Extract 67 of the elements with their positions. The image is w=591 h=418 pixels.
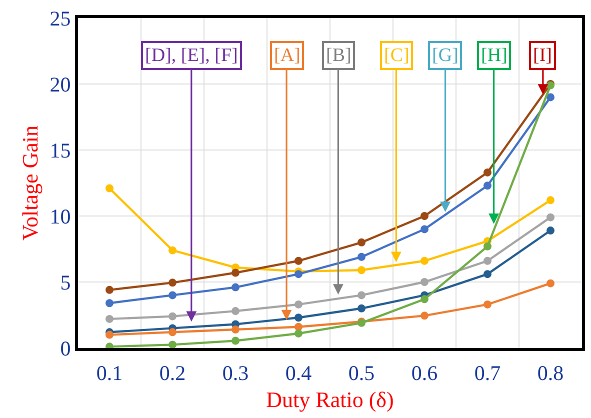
point xyxy=(232,283,240,292)
point xyxy=(546,279,554,288)
point xyxy=(168,328,176,336)
point xyxy=(232,326,240,334)
x-tick-label: 0.8 xyxy=(537,361,564,386)
annotation: [A] xyxy=(274,45,300,66)
point xyxy=(168,246,176,254)
point xyxy=(358,238,366,246)
point xyxy=(420,225,428,234)
point xyxy=(484,182,492,190)
x-tick-label: 0.3 xyxy=(222,361,249,386)
point xyxy=(232,268,240,277)
point xyxy=(420,278,428,286)
x-tick-label: 0.6 xyxy=(411,361,438,386)
point xyxy=(546,93,554,102)
point xyxy=(106,330,114,339)
point xyxy=(106,299,114,308)
point xyxy=(484,168,492,176)
point xyxy=(294,322,302,331)
point xyxy=(294,270,302,278)
y-tick-label: 5 xyxy=(60,270,71,294)
point xyxy=(484,300,492,308)
y-tick-label: 15 xyxy=(50,138,71,162)
point xyxy=(420,295,428,304)
point xyxy=(106,314,114,323)
point xyxy=(168,312,176,320)
point xyxy=(294,314,302,322)
point xyxy=(484,242,492,250)
annotation: [B] xyxy=(326,45,352,66)
y-tick-label: 25 xyxy=(50,6,71,30)
x-axis-title: Duty Ratio (δ) xyxy=(266,387,394,412)
point xyxy=(232,336,240,345)
y-tick-label: 0 xyxy=(60,336,71,360)
point xyxy=(168,278,176,287)
point xyxy=(358,291,366,300)
x-tick-label: 0.7 xyxy=(474,361,501,386)
annotation: [H] xyxy=(481,45,508,66)
point xyxy=(420,312,428,320)
point xyxy=(358,266,366,274)
point xyxy=(294,329,302,338)
annotation: [C] xyxy=(384,45,410,66)
point xyxy=(106,184,114,192)
y-axis-title: Voltage Gain xyxy=(18,125,43,241)
point xyxy=(294,256,302,265)
point xyxy=(168,340,176,348)
point xyxy=(358,304,366,312)
point xyxy=(294,300,302,308)
point xyxy=(484,270,492,278)
x-tick-label: 0.1 xyxy=(96,361,123,386)
point xyxy=(546,213,554,222)
point xyxy=(232,307,240,316)
point xyxy=(168,291,176,300)
y-tick-label: 10 xyxy=(50,204,71,228)
point xyxy=(106,286,114,294)
annotation: [D], [E], [F] xyxy=(145,45,238,66)
x-tick-label: 0.2 xyxy=(159,361,186,386)
point xyxy=(546,226,554,235)
annotation: [G] xyxy=(432,45,458,66)
point xyxy=(420,256,428,265)
point xyxy=(484,256,492,265)
point xyxy=(546,196,554,204)
y-tick-label: 20 xyxy=(50,72,71,96)
annotation: [I] xyxy=(533,45,552,66)
point xyxy=(420,212,428,220)
x-tick-label: 0.5 xyxy=(348,361,375,386)
point xyxy=(358,252,366,261)
x-tick-label: 0.4 xyxy=(285,361,312,386)
